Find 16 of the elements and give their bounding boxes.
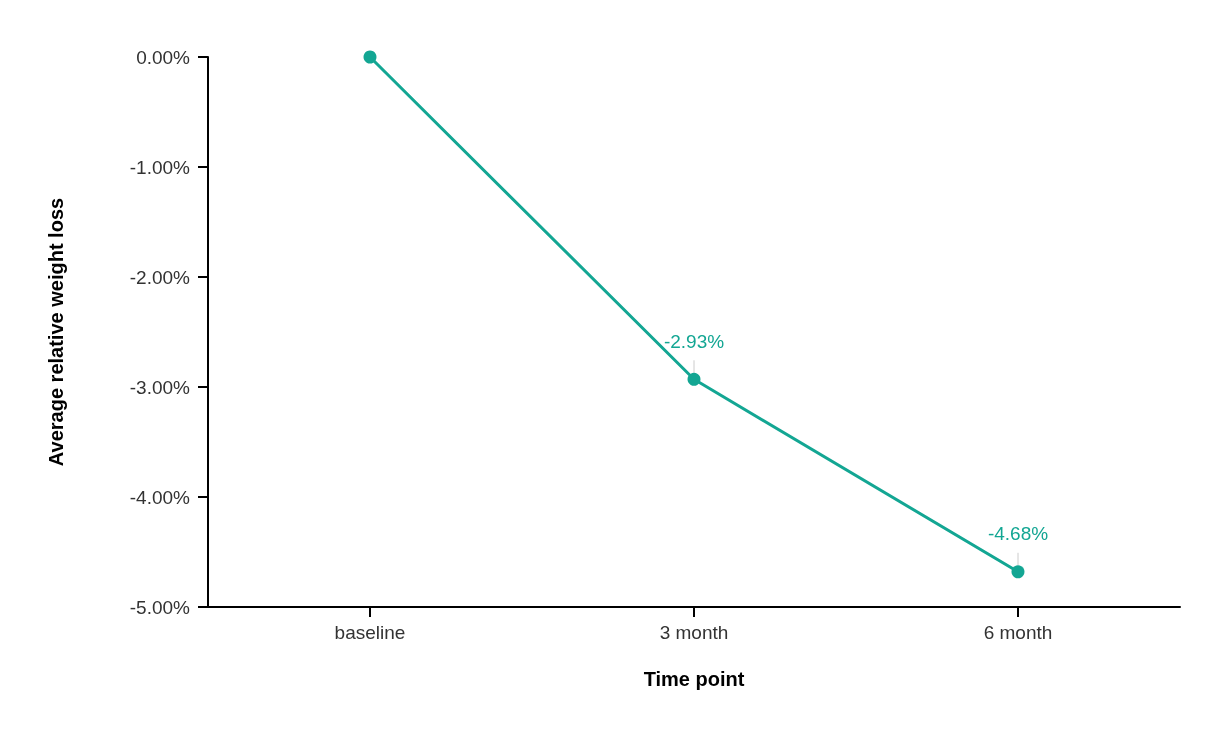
- x-tick-label: 3 month: [659, 622, 729, 643]
- data-label: -4.68%: [987, 523, 1049, 545]
- x-tick-label: 6 month: [983, 622, 1053, 643]
- y-tick-label: -3.00%: [129, 376, 191, 398]
- y-tick-label: -5.00%: [129, 596, 191, 618]
- y-tick-label: -2.00%: [129, 266, 191, 288]
- y-tick-label: -1.00%: [129, 156, 191, 178]
- point: [687, 372, 701, 386]
- x-axis-title: Time point: [643, 668, 745, 690]
- data-label: -2.93%: [663, 330, 725, 352]
- point: [363, 50, 377, 64]
- y-tick-label: -4.00%: [129, 486, 191, 508]
- y-tick-label: 0.00%: [136, 46, 191, 68]
- point: [1011, 565, 1025, 579]
- x-tick-label: baseline: [334, 622, 406, 643]
- y-axis-title: Average relative weight loss: [45, 197, 67, 467]
